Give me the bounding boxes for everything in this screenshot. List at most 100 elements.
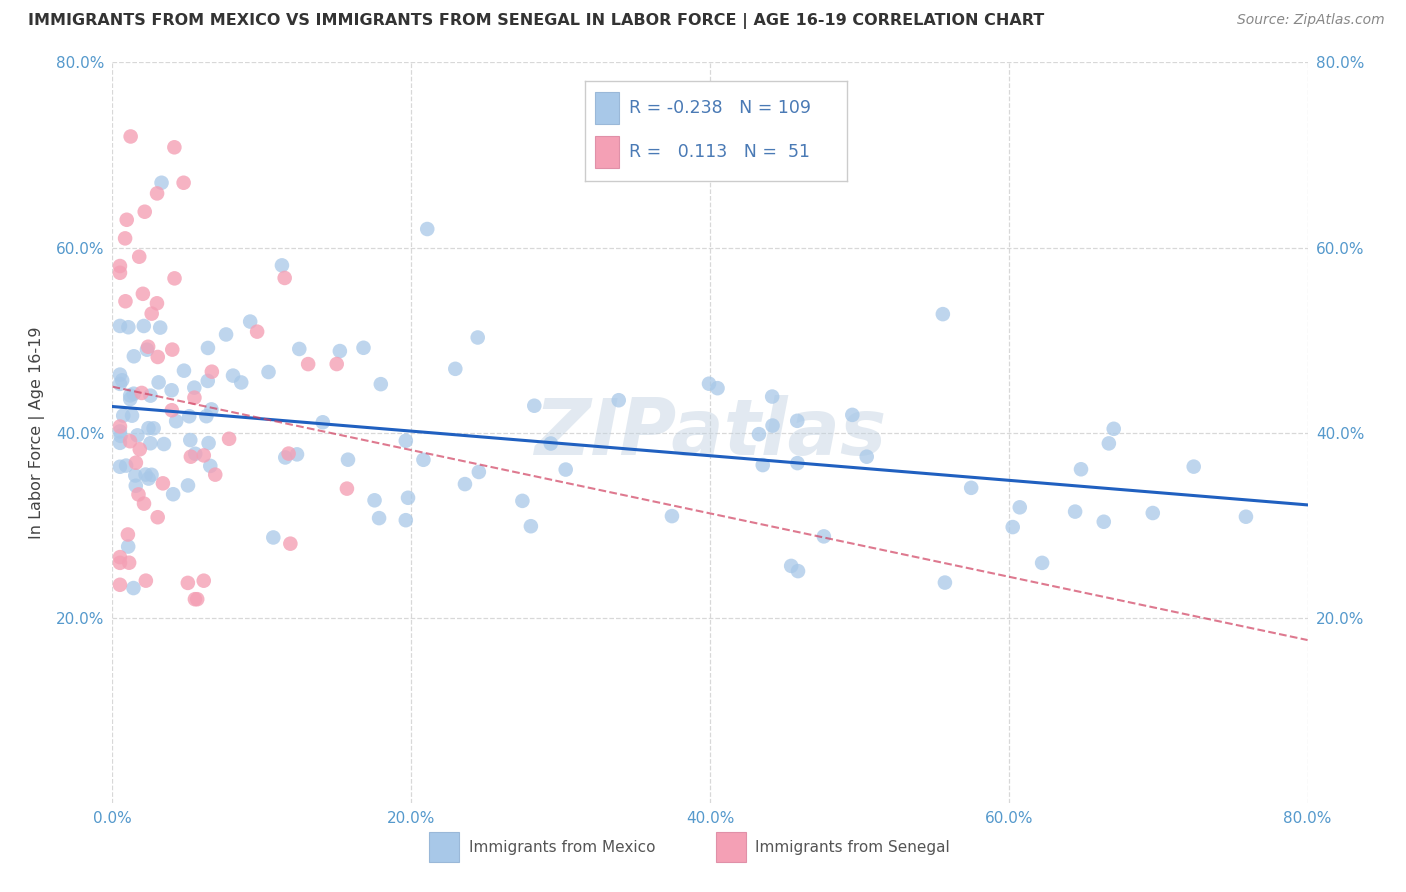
Point: [184, 447, 207, 461]
Point: [183, 381, 205, 395]
Point: [197, 341, 219, 355]
Point: [160, 403, 183, 417]
Point: [136, 343, 159, 357]
Point: [540, 436, 562, 450]
Point: [114, 294, 136, 309]
Point: [183, 391, 205, 405]
Point: [108, 425, 131, 439]
Point: [111, 373, 134, 387]
Point: [112, 409, 135, 423]
Point: [135, 467, 157, 482]
Point: [117, 320, 139, 334]
Point: [1008, 500, 1031, 515]
Point: [277, 447, 299, 461]
Point: [706, 381, 728, 395]
Point: [512, 494, 534, 508]
Point: [146, 350, 169, 364]
Point: [128, 250, 150, 264]
Point: [748, 427, 770, 442]
Point: [467, 330, 489, 344]
Point: [239, 314, 262, 328]
Point: [108, 459, 131, 474]
Point: [108, 266, 131, 280]
Point: [179, 433, 201, 447]
Point: [201, 365, 224, 379]
Point: [179, 409, 201, 424]
Point: [108, 550, 131, 565]
Point: [132, 318, 155, 333]
Point: [124, 468, 146, 483]
Bar: [429, 832, 460, 862]
Point: [336, 482, 359, 496]
Point: [122, 386, 145, 401]
Point: [932, 307, 955, 321]
Point: [193, 574, 215, 588]
Point: [197, 374, 219, 388]
Point: [960, 481, 983, 495]
Point: [162, 343, 184, 357]
Point: [108, 435, 131, 450]
Point: [136, 340, 159, 354]
Point: [108, 578, 131, 592]
Point: [215, 327, 238, 342]
Point: [454, 477, 477, 491]
Point: [554, 462, 576, 476]
Point: [1098, 436, 1121, 450]
Point: [127, 428, 149, 442]
Point: [1102, 422, 1125, 436]
Point: [180, 450, 202, 464]
Point: [412, 452, 434, 467]
Point: [337, 452, 360, 467]
Point: [1031, 556, 1053, 570]
Point: [153, 437, 176, 451]
Point: [150, 176, 173, 190]
Point: [752, 458, 775, 472]
Text: Immigrants from Mexico: Immigrants from Mexico: [468, 839, 655, 855]
Point: [523, 399, 546, 413]
Point: [152, 476, 174, 491]
Point: [1064, 505, 1087, 519]
Point: [120, 388, 142, 402]
Point: [363, 493, 385, 508]
Point: [193, 449, 215, 463]
Point: [115, 212, 138, 227]
Point: [841, 408, 863, 422]
Point: [370, 377, 392, 392]
Point: [177, 478, 200, 492]
Point: [141, 307, 163, 321]
Point: [285, 447, 308, 461]
Point: [160, 384, 183, 398]
Point: [141, 467, 163, 482]
Point: [1142, 506, 1164, 520]
Point: [274, 450, 297, 465]
Point: [855, 450, 877, 464]
Point: [195, 409, 218, 424]
Point: [148, 376, 170, 390]
Point: [396, 491, 419, 505]
Point: [271, 258, 294, 272]
Point: [122, 349, 145, 363]
Point: [787, 564, 810, 578]
Point: [134, 204, 156, 219]
Point: [139, 436, 162, 450]
Point: [312, 415, 335, 429]
Point: [149, 320, 172, 334]
Point: [142, 421, 165, 435]
Point: [218, 432, 240, 446]
Point: [120, 129, 142, 144]
Point: [117, 540, 139, 554]
Point: [186, 592, 208, 607]
Bar: [716, 832, 747, 862]
Point: [132, 497, 155, 511]
Point: [368, 511, 391, 525]
Point: [761, 390, 783, 404]
Point: [325, 357, 347, 371]
Point: [395, 513, 418, 527]
Point: [197, 436, 219, 450]
Point: [607, 393, 630, 408]
Point: [139, 389, 162, 403]
Point: [1001, 520, 1024, 534]
Point: [173, 176, 195, 190]
Point: [786, 456, 808, 470]
Point: [200, 402, 222, 417]
